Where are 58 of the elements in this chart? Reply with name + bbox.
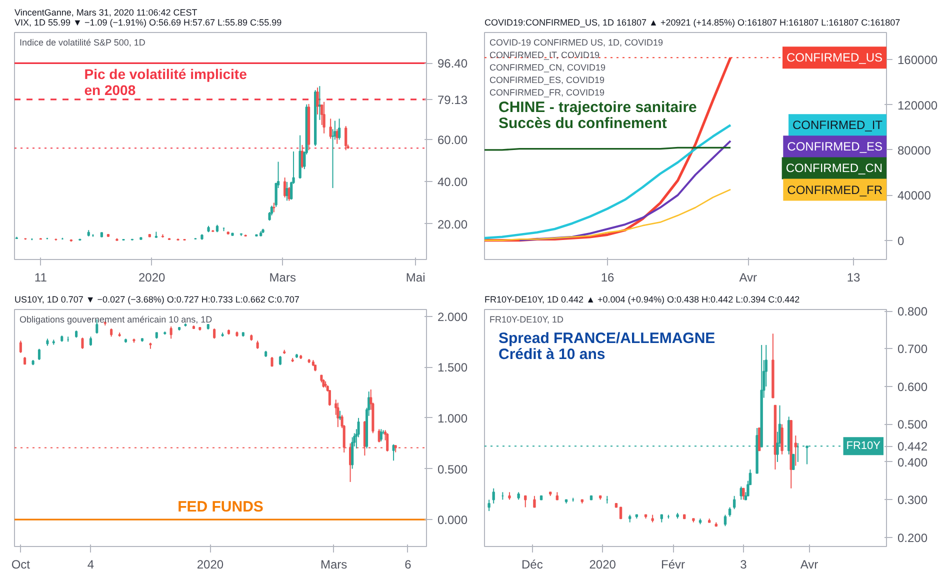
y-tick-label: 0.500 <box>898 418 928 432</box>
chart-subtitle: US10Y, 1D 0.707 ▼ −0.027 (−3.68%) O:0.727 H:0.733 L:0.662 C:0.707 <box>14 294 300 304</box>
y-tick-label: 1.000 <box>438 411 468 426</box>
x-tick-label: 3 <box>740 558 748 572</box>
x-tick-label: Déc <box>522 558 543 572</box>
x-tick-label: 6 <box>404 558 412 572</box>
text: CONFIRMED_IT <box>792 118 884 132</box>
x-tick-label: 4 <box>87 558 94 572</box>
x-tick-label: 16 <box>600 270 615 284</box>
text: CONFIRMED_ES <box>787 140 882 154</box>
text: Obligations gouvernement américain 10 ans, 1D <box>20 314 213 324</box>
y-tick-label: 40.00 <box>438 175 468 190</box>
ref-line-label: FR10Y <box>846 440 882 452</box>
annotation: CHINE - trajectoire sanitaire Succès du confinement <box>498 99 697 132</box>
y-tick-label: 96.40 <box>438 56 468 71</box>
chart-subtitle: FR10Y-DE10Y, 1D 0.442 ▲ +0.004 (+0.94%) O:0.438 H:0.442 L:0.394 C:0.442 <box>484 294 800 304</box>
y-tick-label: 0.800 <box>898 304 928 319</box>
y-tick-label: 60.00 <box>438 133 468 148</box>
x-tick-label: 13 <box>846 270 861 284</box>
text: CONFIRMED_CN <box>786 161 883 176</box>
y-tick-label: 0.300 <box>898 493 928 508</box>
annotation: Spread FRANCE/ALLEMAGNE Crédit à 10 ans <box>498 330 716 364</box>
x-tick-label: 11 <box>34 270 48 284</box>
x-tick-label: Mai <box>406 270 426 284</box>
y-tick-label: 0 <box>898 234 904 248</box>
y-tick-label: 0.500 <box>438 462 468 476</box>
y-tick-label: 0.400 <box>898 455 928 470</box>
ref-line-label: FED FUNDS <box>178 498 264 516</box>
y-tick-label: 120000 <box>898 98 938 112</box>
x-tick-label: 2020 <box>589 558 616 572</box>
x-tick-label: Févr <box>661 558 686 572</box>
text: Indice de volatilité S&P 500, 1D <box>20 38 146 48</box>
y-tick-label: 80000 <box>898 143 932 158</box>
text: CONFIRMED_US <box>786 50 883 65</box>
y-tick-label: 20.00 <box>438 217 468 232</box>
y-tick-label: 0.200 <box>898 530 928 545</box>
y-tick-label: 40000 <box>898 188 932 203</box>
y-tick-label: 160000 <box>898 53 938 68</box>
chart-subtitle: VincentGanne, Mars 31, 2020 11:06:42 CEST VIX, 1D 55.99 ▼ −1.09 (−1.91%) O:56.69 H:57.67 L:55.89 C:55.99 <box>14 8 282 28</box>
y-tick-label: 0.442 <box>898 440 928 454</box>
y-tick-label: 0.000 <box>438 513 468 528</box>
y-tick-label: 1.500 <box>438 360 468 375</box>
y-tick-label: 0.600 <box>898 380 928 394</box>
text: FR10Y-DE10Y, 1D <box>490 314 564 324</box>
y-tick-label: 79.13 <box>438 92 468 107</box>
annotation: Pic de volatilité implicite en 2008 <box>84 66 248 98</box>
x-tick-label: Avr <box>800 558 818 572</box>
chart-subtitle: COVID19:CONFIRMED_US, 1D 161807 ▲ +20921 (+14.85%) O:161807 H:161807 L:161807 C:161807 <box>484 18 900 28</box>
x-tick-label: Mars <box>269 270 296 284</box>
x-tick-label: 2020 <box>138 270 166 284</box>
x-tick-label: Avr <box>739 270 758 284</box>
text: COVID-19 CONFIRMED US, 1D, COVID19 CONFIRMED_IT, COVID19 CONFIRMED_CN, COVID19 CONFIRMED_ES, COVID19 CONFIRMED_FR, COVID19 <box>490 38 664 98</box>
text: CONFIRMED_FR <box>787 182 883 197</box>
y-tick-label: 2.000 <box>438 310 468 324</box>
y-tick-label: 0.700 <box>898 342 928 356</box>
x-tick-label: Oct <box>11 558 31 572</box>
x-tick-label: 2020 <box>196 558 224 572</box>
x-tick-label: Mars <box>320 558 348 572</box>
